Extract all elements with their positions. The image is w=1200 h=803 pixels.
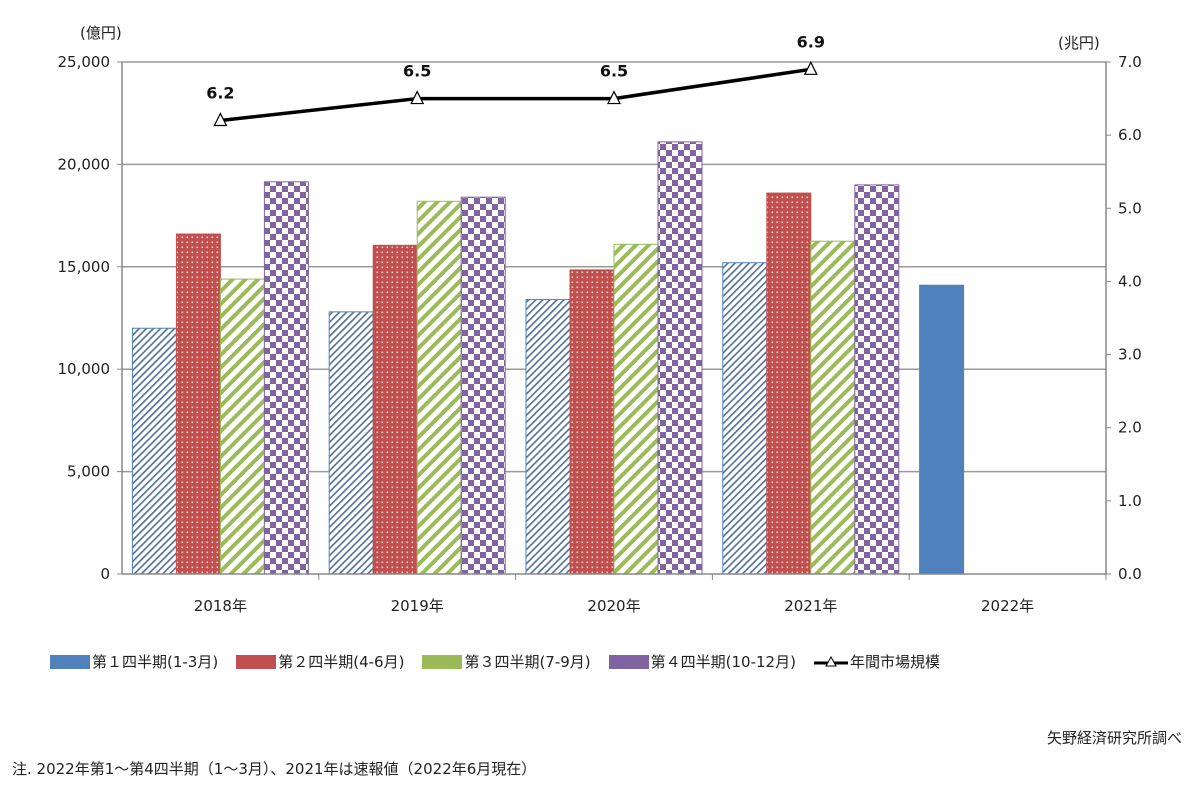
x-tick-label: 2022年 — [981, 597, 1034, 615]
x-tick-label: 2021年 — [784, 597, 837, 615]
bar — [460, 196, 506, 575]
bar — [722, 262, 768, 575]
legend-item-q2: 第２四半期(4-6月) — [236, 651, 404, 672]
bar — [372, 244, 418, 575]
y2-tick-label: 0.0 — [1118, 565, 1142, 583]
y2-tick-label: 3.0 — [1118, 346, 1142, 364]
line-point — [607, 90, 621, 105]
line-point — [213, 112, 228, 127]
y-tick-label: 5,000 — [67, 463, 110, 481]
bar — [131, 327, 177, 575]
legend: 第１四半期(1-3月) 第２四半期(4-6月) 第３四半期(7-9月) 第４四半… — [50, 651, 940, 672]
line-marker-icon — [813, 655, 848, 666]
legend-label: 年間市場規模 — [849, 653, 940, 671]
y2-tick-label: 4.0 — [1118, 272, 1142, 290]
bar — [657, 141, 703, 575]
y2-tick-label: 1.0 — [1118, 492, 1142, 510]
y2-tick-label: 5.0 — [1118, 199, 1142, 217]
bar — [219, 278, 265, 575]
y2-tick-label: 6.0 — [1118, 126, 1142, 144]
y-tick-label: 10,000 — [58, 360, 111, 378]
legend-item-q3: 第３四半期(7-9月) — [422, 651, 591, 672]
bar — [854, 184, 900, 575]
chart: 0 5,000 10,000 15,000 20,000 25,000 0.0 1.0 2.0 3… — [58, 24, 1142, 615]
bar — [328, 311, 374, 575]
line-point — [803, 60, 818, 75]
legend-label: 第４四半期(10-12月) — [650, 653, 796, 671]
y-tick-label: 15,000 — [58, 258, 111, 276]
x-tick-label: 2018年 — [194, 597, 247, 615]
bar — [919, 284, 965, 575]
bar — [416, 200, 462, 575]
data-label: 6.5 — [403, 62, 431, 81]
line-point — [410, 90, 425, 105]
bar — [766, 192, 812, 575]
legend-item-q1: 第１四半期(1-3月) — [50, 651, 218, 672]
bar — [525, 299, 571, 575]
legend-item-annual: 年間市場規模 — [813, 651, 940, 672]
bar — [810, 240, 856, 575]
data-label: 6.5 — [600, 62, 628, 81]
data-label: 6.2 — [206, 84, 234, 103]
y-tick-label: 0 — [100, 565, 110, 583]
legend-label: 第３四半期(7-9月) — [464, 653, 591, 671]
legend-item-q4: 第４四半期(10-12月) — [608, 651, 796, 672]
bar — [569, 269, 615, 575]
data-label: 6.9 — [797, 32, 825, 51]
y-tick-label: 25,000 — [58, 53, 111, 71]
bar — [263, 181, 309, 575]
x-tick-label: 2019年 — [391, 597, 444, 615]
bar — [175, 233, 221, 575]
y2-tick-label: 2.0 — [1118, 419, 1142, 437]
bar — [613, 243, 659, 575]
legend-label: 第２四半期(4-6月) — [278, 653, 405, 671]
y2-tick-label: 7.0 — [1118, 53, 1142, 71]
source: 矢野経済研究所調べ — [1046, 729, 1182, 747]
x-tick-label: 2020年 — [587, 597, 640, 615]
y-tick-label: 20,000 — [58, 155, 111, 173]
y-axis-title: (億円) — [80, 24, 122, 42]
legend-label: 第１四半期(1-3月) — [92, 653, 219, 671]
annual-line — [220, 67, 812, 123]
y2-axis-title: (兆円) — [1058, 34, 1100, 52]
footnote: 注. 2022年第1～第4四半期（1～3月）、2021年は速報値（2022年6月… — [12, 760, 537, 778]
